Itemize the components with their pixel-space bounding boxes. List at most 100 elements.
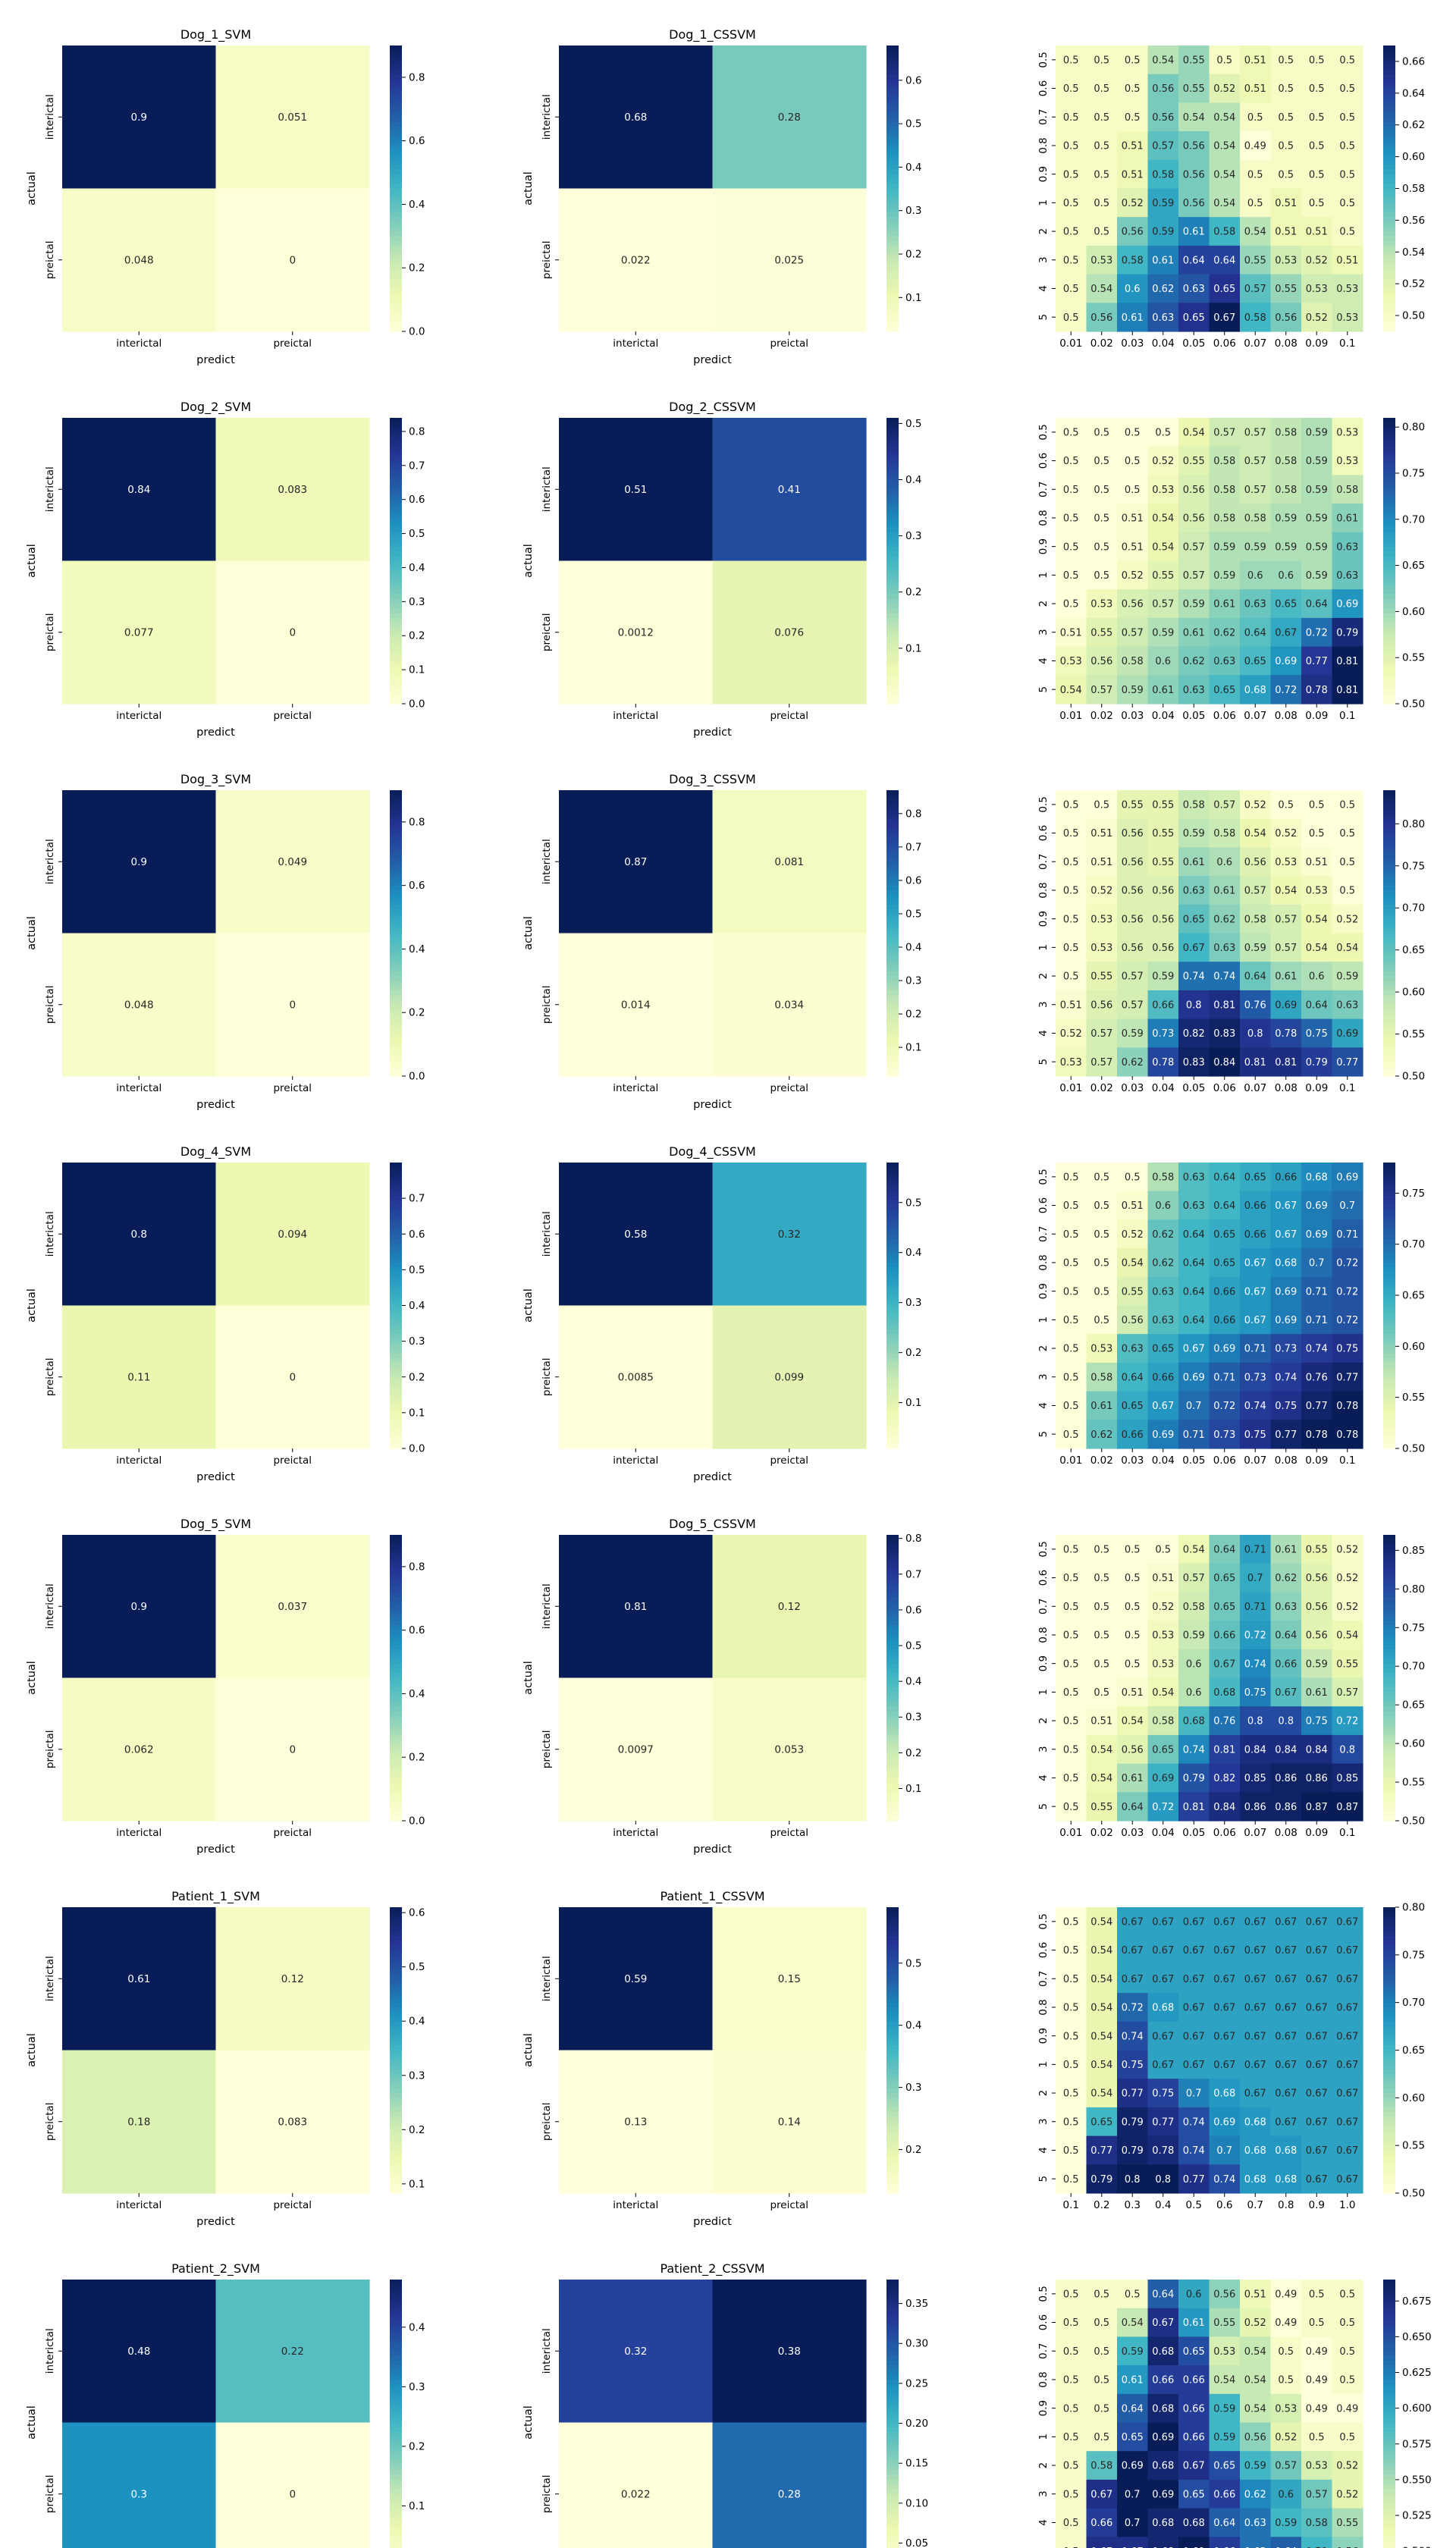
cell-value-label: 0.5 (1063, 2117, 1079, 2128)
heatmap-cell (1270, 1993, 1302, 2022)
cell-value-label: 0.0012 (618, 627, 654, 639)
y-tick-label: 0.5 (1037, 2286, 1050, 2302)
colorbar-segment (1383, 2088, 1395, 2094)
colorbar-segment (886, 2112, 899, 2118)
heatmap-cell (1209, 1993, 1241, 2022)
colorbar-segment (886, 1310, 899, 1316)
cell-value-label: 0.52 (1244, 2317, 1266, 2329)
cell-value-label: 0 (289, 2489, 296, 2501)
cell-value-label: 0.5 (1094, 1687, 1109, 1699)
cell-value-label: 0.32 (624, 2346, 647, 2358)
chart-title: Dog_4_CSSVM (669, 1144, 756, 1159)
colorbar-segment (390, 1401, 402, 1407)
colorbar-segment (390, 1740, 402, 1746)
heatmap-cell (1147, 2308, 1179, 2337)
colorbar-segment (886, 1014, 899, 1020)
cell-value-label: 0.81 (1275, 1057, 1297, 1068)
heatmap-cell (1147, 475, 1179, 504)
cell-value-label: 0.72 (1152, 1802, 1174, 1813)
heatmap-cell (712, 790, 867, 934)
cell-value-label: 0.67 (1275, 2003, 1297, 2014)
cell-value-label: 0.5 (1063, 1773, 1079, 1784)
colorbar-segment (886, 1357, 899, 1363)
colorbar-segment (1383, 2332, 1395, 2337)
colorbar-segment (390, 833, 402, 839)
colorbar-segment (1383, 1195, 1395, 1201)
heatmap-cell (1178, 2021, 1210, 2051)
colorbar-segment (1383, 584, 1395, 590)
y-tick-label: preictal (541, 1730, 553, 1768)
colorbar-tick-label: 0.7 (905, 1568, 921, 1580)
cell-value-label: 0.67 (1244, 1945, 1266, 1956)
cell-value-label: 0.64 (1244, 971, 1266, 983)
colorbar-segment (1383, 1621, 1395, 1626)
x-axis-label: predict (196, 1099, 235, 1111)
colorbar-segment (886, 456, 899, 462)
x-tick-label: 0.06 (1213, 337, 1236, 350)
heatmap-cell (1117, 245, 1149, 275)
colorbar-segment (886, 2064, 899, 2070)
colorbar-segment (390, 608, 402, 614)
cell-value-label: 0.5 (1063, 227, 1079, 238)
colorbar-segment (1383, 698, 1395, 704)
heatmap-cell (1178, 1219, 1210, 1249)
colorbar-segment (390, 1234, 402, 1240)
colorbar-segment (886, 322, 899, 328)
heatmap-cell (559, 2280, 714, 2424)
cell-value-label: 0.51 (1060, 999, 1082, 1011)
colorbar-segment (886, 1301, 899, 1307)
colorbar-segment (886, 1611, 899, 1617)
heatmap-cell (1147, 1763, 1179, 1793)
colorbar-segment (886, 799, 899, 805)
heatmap-cell (1240, 1993, 1272, 2022)
cell-value-label: 0.52 (1244, 800, 1266, 811)
cell-value-label: 0.66 (1152, 2375, 1174, 2386)
colorbar-segment (886, 2546, 899, 2548)
colorbar-segment (1383, 1916, 1395, 1922)
colorbar-tick-label: 0.2 (409, 262, 425, 275)
colorbar-tick-label: 0.50 (1402, 1443, 1425, 1455)
colorbar-segment (886, 962, 899, 968)
heatmap-cell (1332, 2107, 1363, 2137)
heatmap-cell (1086, 1706, 1118, 1736)
colorbar-segment (1383, 1181, 1395, 1188)
heatmap-cell (1240, 2280, 1272, 2309)
heatmap-cell (1178, 847, 1210, 877)
cell-value-label: 0 (289, 255, 296, 267)
cell-value-label: 0.54 (1306, 943, 1328, 954)
chart-title: Patient_1_CSSVM (660, 1889, 764, 1904)
heatmap-cell (1147, 504, 1179, 533)
colorbar-segment (886, 1787, 899, 1793)
cell-value-label: 0.54 (1183, 1545, 1205, 1556)
colorbar-segment (390, 1291, 402, 1297)
cell-value-label: 0.59 (1306, 570, 1328, 582)
colorbar-segment (1383, 255, 1395, 261)
colorbar-tick-label: 0.6 (905, 874, 921, 886)
colorbar-tick-label: 0.6 (409, 1624, 425, 1636)
cell-value-label: 0.5 (1094, 1630, 1109, 1642)
cell-value-label: 0.53 (1336, 456, 1358, 467)
colorbar-segment (390, 2503, 402, 2509)
heatmap-cell (62, 790, 217, 934)
y-tick-label: preictal (44, 1730, 56, 1768)
colorbar-segment (1383, 1047, 1395, 1053)
heatmap-cell (1209, 475, 1241, 504)
x-tick-label: 0.4 (1155, 2199, 1171, 2211)
colorbar-segment (886, 1573, 899, 1579)
cell-value-label: 0.69 (1336, 1028, 1358, 1040)
colorbar-segment (390, 1677, 402, 1684)
colorbar-segment (390, 1420, 402, 1426)
colorbar-segment (886, 1037, 899, 1043)
x-tick-label: 0.9 (1309, 2199, 1325, 2211)
colorbar-segment (1383, 2135, 1395, 2142)
cell-value-label: 0.64 (1213, 1172, 1235, 1184)
cell-value-label: 0.5 (1063, 2546, 1079, 2548)
cell-value-label: 0.5 (1094, 1545, 1109, 1556)
colorbar-segment (886, 1443, 899, 1449)
colorbar-segment (390, 1912, 402, 1918)
colorbar-segment (390, 885, 402, 891)
cell-value-label: 0.5 (1094, 2317, 1109, 2329)
heatmap-cell (1240, 418, 1272, 447)
cell-value-label: 0.81 (624, 1601, 647, 1613)
colorbar-tick-label: 0.62 (1402, 119, 1425, 131)
